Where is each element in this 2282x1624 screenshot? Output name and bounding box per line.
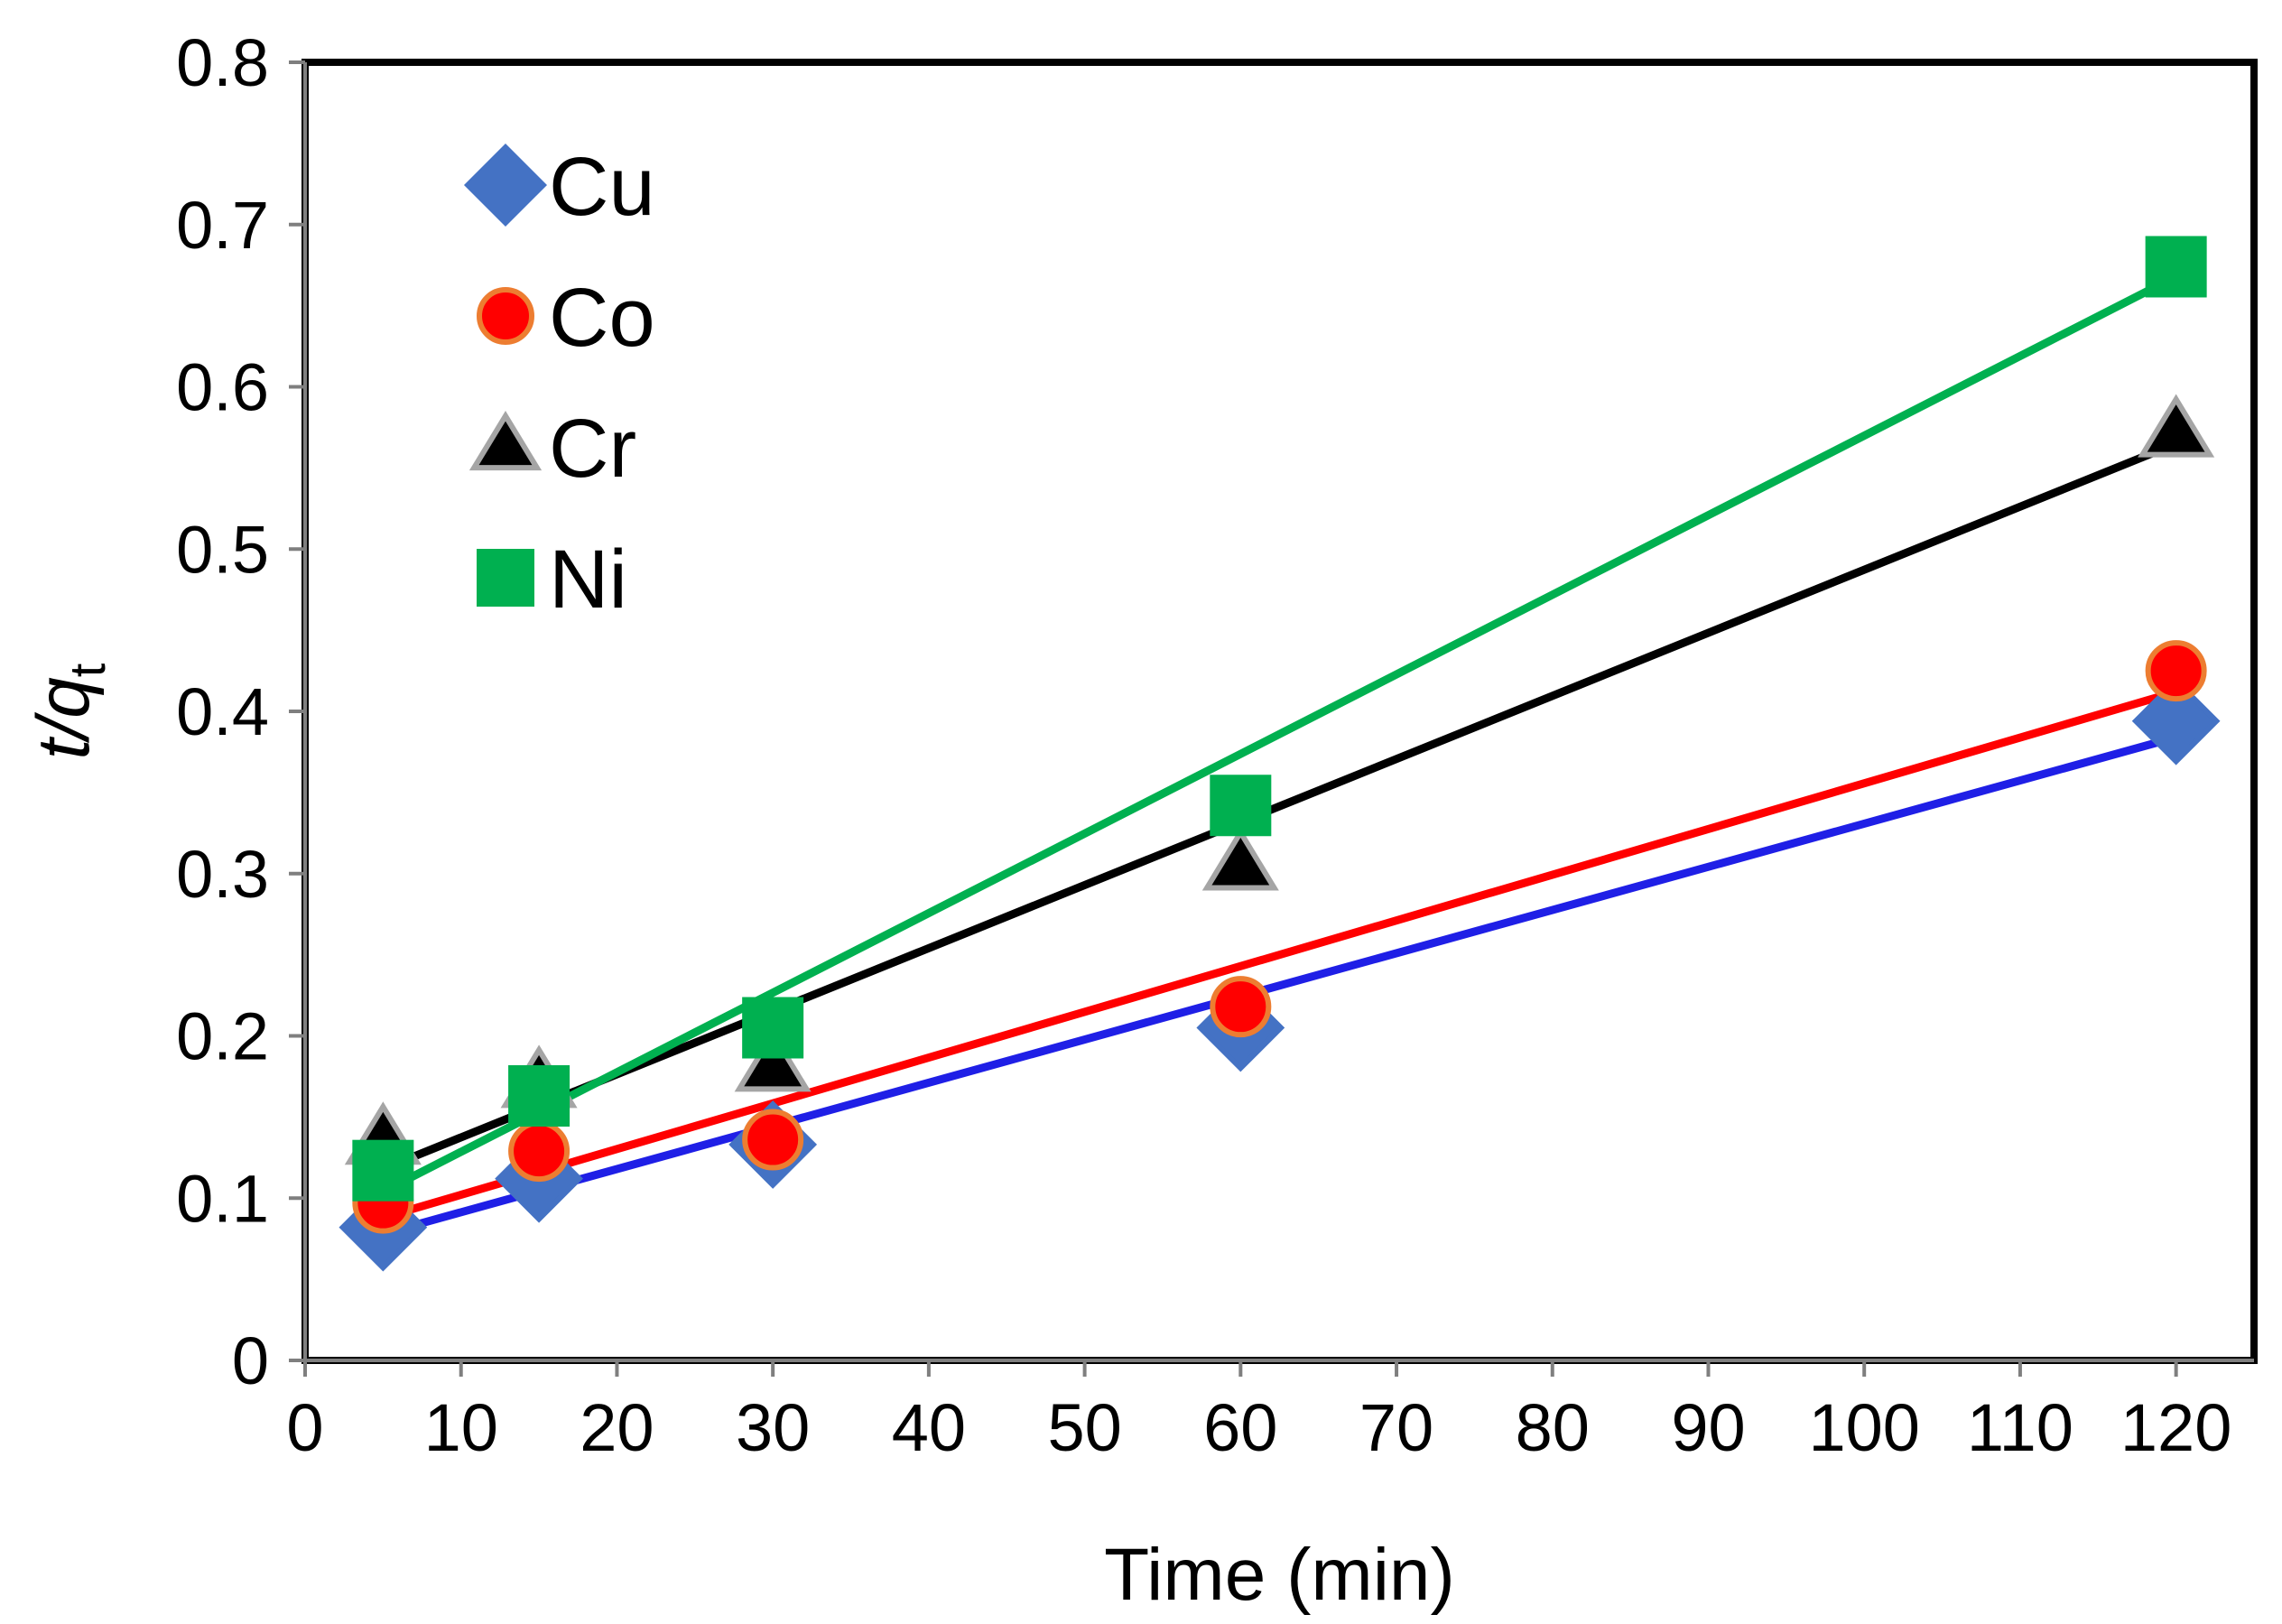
point-cr (1201, 827, 1279, 891)
point-cr (734, 1028, 812, 1092)
y-axis-title-main: t/q (23, 677, 105, 760)
y-axis-title: t/qt (23, 663, 116, 759)
x-tick-label: 120 (2120, 1390, 2231, 1465)
fit-line-cr (378, 439, 2181, 1174)
y-axis-title-subscript: t (59, 663, 116, 677)
point-co (1210, 976, 1272, 1038)
x-axis-ticks: 0 10 20 30 40 50 60 70 80 90 100 110 120 (286, 1360, 2231, 1465)
fit-lines (378, 272, 2181, 1239)
x-tick-label: 0 (286, 1390, 323, 1465)
y-tick-label: 0.3 (176, 837, 269, 912)
legend-marker-ni (477, 549, 534, 607)
point-ni (508, 1065, 570, 1128)
x-tick-label: 90 (1671, 1390, 1745, 1465)
y-tick-label: 0.5 (176, 512, 269, 587)
legend-label-cr: Cr (549, 403, 636, 495)
fit-line-cu (378, 733, 2181, 1239)
x-tick-label: 110 (1967, 1390, 2073, 1465)
y-tick-label: 0.6 (176, 350, 269, 425)
y-axis-ticks: 0 0.1 0.2 0.3 0.4 0.5 0.6 0.7 0.8 (176, 25, 305, 1398)
x-axis-title: Time (min) (1104, 1534, 1455, 1616)
legend-marker-cr (468, 411, 543, 471)
y-tick-label: 0.7 (176, 188, 269, 263)
x-tick-label: 70 (1359, 1390, 1433, 1465)
legend-label-ni: Ni (549, 534, 627, 626)
y-tick-label: 0.8 (176, 25, 269, 100)
point-cr (2138, 394, 2215, 458)
plot-frame (301, 59, 2258, 1364)
x-tick-label: 10 (424, 1390, 498, 1465)
legend-label-cu: Cu (549, 141, 655, 233)
point-co (508, 1120, 570, 1183)
x-tick-label: 80 (1516, 1390, 1590, 1465)
x-tick-label: 100 (1808, 1390, 1919, 1465)
x-tick-label: 50 (1047, 1390, 1121, 1465)
point-cu (2131, 676, 2221, 766)
y-tick-label: 0.4 (176, 674, 269, 749)
x-tick-label: 20 (580, 1390, 654, 1465)
point-ni (2145, 236, 2207, 298)
point-ni (1210, 775, 1272, 837)
data-markers (339, 236, 2221, 1272)
fit-line-co (378, 687, 2181, 1222)
legend-marker-co (477, 287, 534, 345)
legend-marker-cu (463, 143, 548, 227)
x-tick-label: 60 (1203, 1390, 1277, 1465)
y-tick-label: 0.2 (176, 999, 269, 1074)
point-ni (352, 1139, 414, 1202)
legend-label-co: Co (549, 272, 655, 364)
x-tick-label: 30 (736, 1390, 810, 1465)
y-tick-label: 0 (232, 1323, 269, 1398)
fit-line-ni (378, 272, 2181, 1196)
point-co (2145, 640, 2207, 702)
legend: Cu Co Cr Ni (463, 141, 655, 626)
point-ni (742, 997, 804, 1059)
point-co (742, 1109, 804, 1171)
y-tick-label: 0.1 (176, 1161, 269, 1236)
x-tick-label: 40 (892, 1390, 966, 1465)
